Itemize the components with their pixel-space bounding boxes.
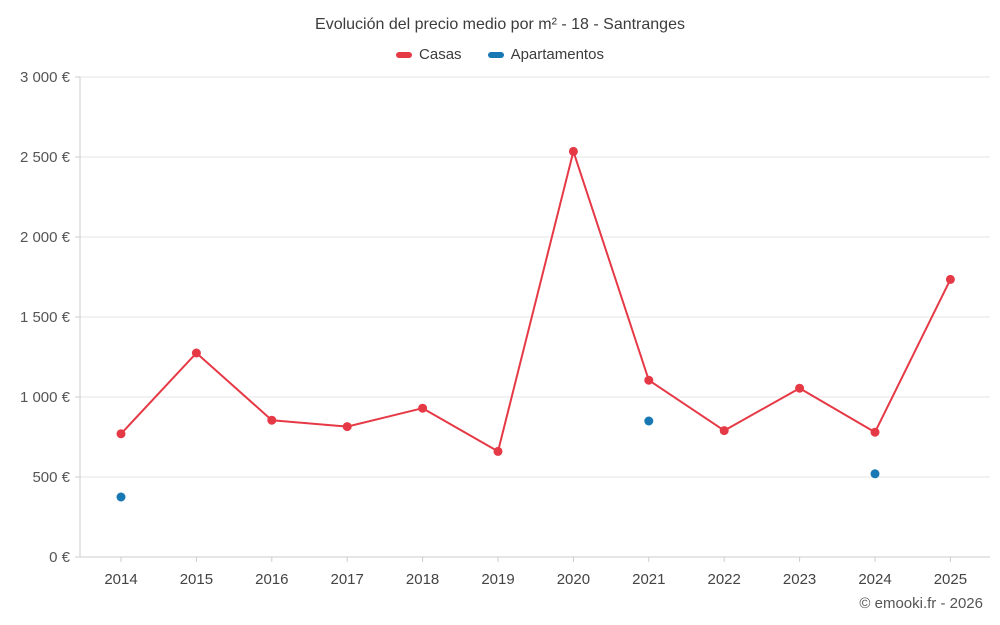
casas-point-2014[interactable] [116,429,126,439]
y-axis-label: 0 € [49,549,71,566]
casas-point-2023[interactable] [795,383,805,393]
x-axis-label: 2024 [858,571,891,588]
x-axis-label: 2020 [557,571,590,588]
casas-point-2022[interactable] [719,426,729,436]
casas-point-2025[interactable] [945,274,955,284]
y-axis-label: 500 € [32,469,70,486]
y-axis-label: 1 500 € [20,309,71,326]
x-axis-label: 2017 [331,571,364,588]
casas-point-2016[interactable] [267,415,277,425]
casas-point-2018[interactable] [418,403,428,413]
x-axis-label: 2019 [481,571,514,588]
x-axis-label: 2014 [104,571,137,588]
chart-title: Evolución del precio medio por m² - 18 -… [315,16,685,33]
x-axis-label: 2016 [255,571,288,588]
legend-item-casas[interactable]: Casas [396,46,462,63]
apartamentos-point-2024[interactable] [870,469,880,479]
y-axis-label: 2 000 € [20,229,71,246]
y-axis-label: 1 000 € [20,389,71,406]
copyright-credit: © emooki.fr - 2026 [859,595,983,612]
x-axis-label: 2022 [708,571,741,588]
casas-point-2021[interactable] [644,375,654,385]
casas-point-2019[interactable] [493,446,503,456]
apartamentos-point-2014[interactable] [116,492,126,502]
x-axis-label: 2025 [934,571,967,588]
apartamentos-point-2021[interactable] [644,416,654,426]
x-axis-label: 2015 [180,571,213,588]
casas-point-2015[interactable] [191,348,201,358]
legend: Casas Apartamentos [0,46,1000,63]
y-axis-label: 2 500 € [20,149,71,166]
legend-item-apartamentos[interactable]: Apartamentos [487,46,604,63]
x-axis-label: 2023 [783,571,816,588]
legend-label-apartamentos: Apartamentos [510,46,604,63]
y-axis-label: 3 000 € [20,69,71,86]
apartamentos-swatch-icon [487,51,504,58]
legend-label-casas: Casas [419,46,462,63]
x-axis-label: 2018 [406,571,439,588]
casas-swatch-icon [396,51,413,58]
casas-point-2024[interactable] [870,427,880,437]
casas-point-2020[interactable] [568,146,578,156]
casas-line [120,150,952,453]
casas-point-2017[interactable] [342,422,352,432]
x-axis-label: 2021 [632,571,665,588]
